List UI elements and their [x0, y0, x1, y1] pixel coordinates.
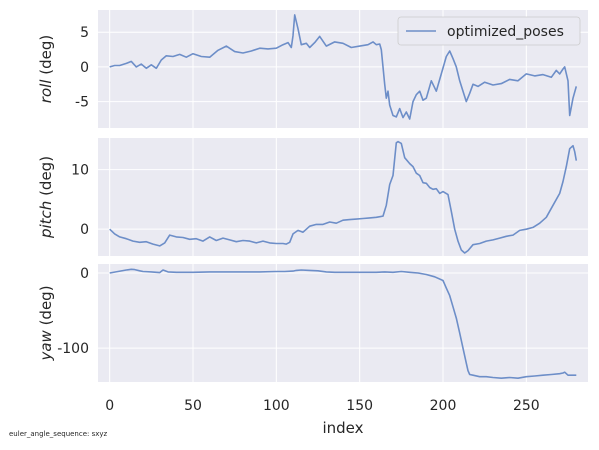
y-tick-label: 0	[80, 222, 89, 238]
y-tick-label: 0	[80, 60, 89, 76]
series-line-yaw	[109, 268, 577, 379]
y-axis-label-roll: roll (deg)	[37, 35, 55, 103]
series-line-roll	[109, 14, 578, 120]
footnote: euler_angle_sequence: sxyz	[9, 430, 108, 438]
x-tick-label: 250	[513, 398, 540, 414]
legend-box	[397, 16, 581, 46]
plot-background-pitch	[98, 138, 588, 256]
y-tick-label: -100	[57, 341, 89, 357]
x-tick-label: 50	[184, 398, 202, 414]
y-axis-label-name: pitch	[37, 201, 55, 239]
y-tick-label: -5	[75, 95, 89, 111]
y-tick-label: 10	[71, 163, 89, 179]
plot-background-yaw	[98, 264, 588, 382]
legend-entry: optimized_poses	[447, 24, 564, 40]
y-axis-label-name: yaw	[37, 329, 55, 361]
y-axis-label-unit: (deg)	[37, 35, 55, 80]
series-line-pitch	[109, 140, 578, 254]
x-tick-label: 200	[430, 398, 457, 414]
y-tick-label: 0	[80, 266, 89, 282]
legend: optimized_poses	[397, 16, 581, 46]
x-tick-label: 150	[346, 398, 373, 414]
y-axis-label-pitch: pitch (deg)	[37, 156, 55, 239]
x-tick-label: 100	[263, 398, 290, 414]
y-axis-label-name: roll	[37, 79, 55, 104]
y-axis-label-unit: (deg)	[37, 285, 55, 330]
y-axis-label-yaw: yaw (deg)	[37, 285, 55, 361]
x-tick-label: 0	[105, 398, 114, 414]
y-tick-label: 5	[80, 25, 89, 41]
x-axis-label: index	[322, 419, 363, 437]
y-axis-label-unit: (deg)	[37, 156, 55, 201]
panel-roll: 5 0 -5 roll (deg) optimized_poses	[37, 10, 588, 128]
panel-pitch: 10 0 pitch (deg)	[37, 138, 588, 256]
